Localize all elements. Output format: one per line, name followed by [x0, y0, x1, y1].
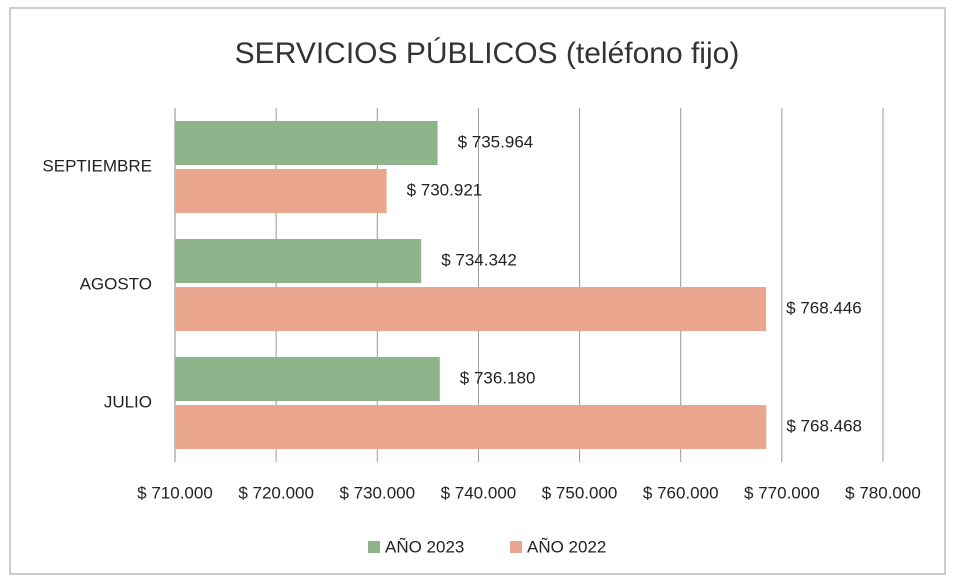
legend-swatch — [368, 541, 380, 553]
legend-swatch — [510, 541, 522, 553]
x-tick-label: $ 720.000 — [238, 483, 314, 502]
bar — [175, 287, 767, 331]
legend-label: AÑO 2023 — [385, 537, 464, 556]
x-tick-label: $ 750.000 — [542, 483, 618, 502]
bar — [175, 405, 767, 449]
y-tick-label: JULIO — [104, 392, 152, 411]
data-label: $ 730.921 — [407, 180, 483, 199]
data-label: $ 734.342 — [441, 250, 517, 269]
x-tick-label: $ 760.000 — [643, 483, 719, 502]
x-tick-label: $ 710.000 — [137, 483, 213, 502]
x-tick-label: $ 770.000 — [744, 483, 820, 502]
data-label: $ 768.446 — [786, 298, 862, 317]
x-tick-label: $ 740.000 — [441, 483, 517, 502]
legend-label: AÑO 2022 — [527, 537, 606, 556]
bar — [175, 169, 387, 213]
y-tick-label: SEPTIEMBRE — [42, 156, 152, 175]
bar — [175, 239, 422, 283]
data-label: $ 735.964 — [458, 132, 534, 151]
data-label: $ 768.468 — [786, 416, 862, 435]
chart-title: SERVICIOS PÚBLICOS (teléfono fijo) — [235, 37, 740, 70]
bar — [175, 357, 440, 401]
data-label: $ 736.180 — [460, 368, 536, 387]
bar — [175, 121, 438, 165]
x-tick-label: $ 730.000 — [339, 483, 415, 502]
x-tick-label: $ 780.000 — [845, 483, 921, 502]
y-tick-label: AGOSTO — [80, 274, 152, 293]
